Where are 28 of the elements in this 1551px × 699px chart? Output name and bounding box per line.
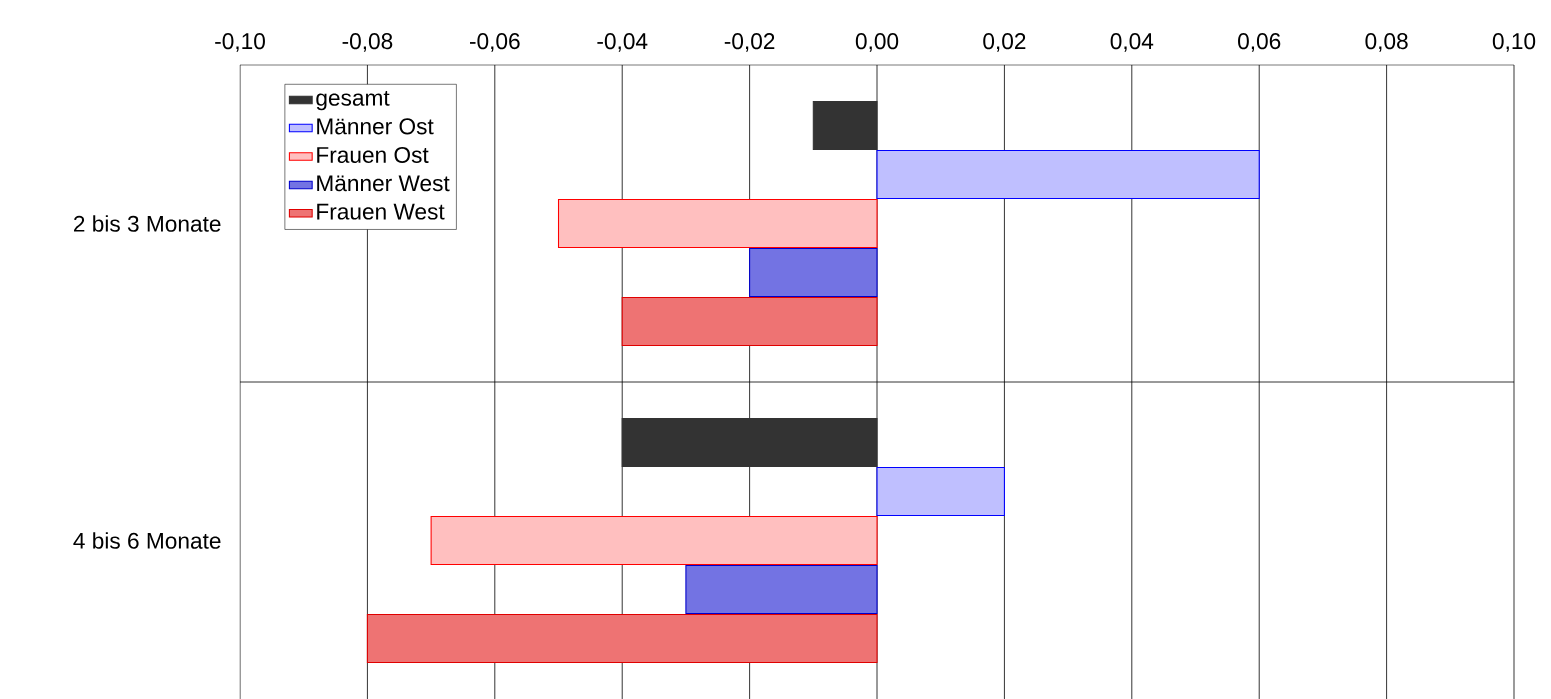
bar: [430, 515, 878, 565]
x-tick-label: 0,06: [1238, 32, 1281, 52]
x-tick-label: 0,08: [1365, 32, 1408, 52]
y-tick-label: 4 bis 6 Monate: [73, 532, 221, 549]
x-tick-label: -0,08: [342, 32, 393, 52]
bar: [621, 417, 878, 467]
bar: [876, 466, 1005, 516]
bar: [749, 247, 878, 297]
x-tick-label: -0,06: [469, 32, 520, 52]
bar: [812, 100, 878, 150]
x-tick-label: 0,04: [1110, 32, 1154, 52]
legend-label: Männer West: [317, 175, 450, 192]
bar: [876, 149, 1260, 199]
x-tick-label: -0,10: [215, 32, 265, 52]
legend-label: Frauen West: [317, 203, 445, 220]
x-tick-label: 0,00: [855, 32, 899, 52]
x-tick-label: 0,10: [1492, 32, 1536, 52]
legend-label: Frauen Ost: [317, 146, 429, 163]
bar: [685, 564, 878, 614]
legend-label: Männer Ost: [317, 118, 434, 135]
x-tick-label: -0,02: [724, 32, 775, 52]
x-tick-label: -0,04: [597, 32, 648, 52]
bar: [366, 613, 878, 663]
legend-label: gesamt: [316, 90, 390, 111]
bar: [557, 198, 878, 248]
y-tick-label: 2 bis 3 Monate: [73, 215, 221, 232]
bar: [621, 296, 878, 346]
x-tick-label: 0,02: [983, 32, 1026, 52]
